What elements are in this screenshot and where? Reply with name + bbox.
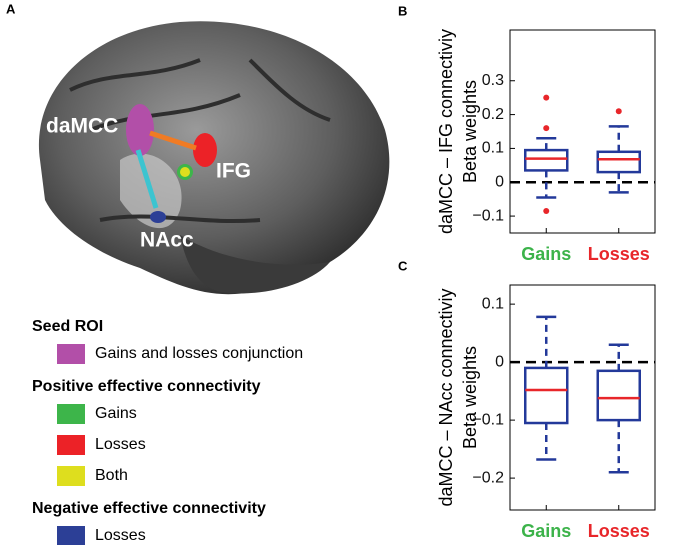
box bbox=[524, 148, 569, 172]
box bbox=[596, 369, 641, 422]
x-tick-label: Losses bbox=[588, 521, 650, 541]
outlier bbox=[543, 125, 550, 132]
y-tick-label: 0 bbox=[495, 353, 504, 370]
legend-heading: Negative effective connectivity bbox=[32, 500, 266, 517]
box bbox=[596, 150, 641, 174]
x-tick-label: Losses bbox=[588, 244, 650, 264]
x-tick-label: Gains bbox=[521, 521, 571, 541]
legend-label: Both bbox=[95, 467, 128, 484]
legend-swatch bbox=[57, 526, 85, 545]
y-tick-label: −0.1 bbox=[472, 207, 504, 224]
legend-swatch bbox=[57, 466, 85, 486]
panel-label: C bbox=[398, 258, 408, 273]
legend-swatch bbox=[57, 344, 85, 364]
y-tick-label: 0 bbox=[495, 173, 504, 190]
outlier bbox=[543, 94, 550, 101]
legend-label: Losses bbox=[95, 527, 146, 544]
x-tick-label: Gains bbox=[521, 244, 571, 264]
legend: Seed ROI Gains and losses conjunction Posi… bbox=[32, 318, 303, 545]
outlier bbox=[543, 208, 550, 215]
y-axis-label: daMCC – IFG connectiviy bbox=[436, 29, 456, 234]
legend-label: Gains bbox=[95, 405, 137, 422]
y-tick-label: 0.2 bbox=[482, 106, 504, 123]
y-tick-label: 0.1 bbox=[482, 295, 504, 312]
legend-swatch bbox=[57, 435, 85, 455]
box bbox=[524, 366, 569, 425]
y-axis-label: Beta weights bbox=[460, 346, 480, 449]
brain-image bbox=[38, 21, 390, 295]
y-tick-label: −0.2 bbox=[472, 469, 504, 486]
plot-frame bbox=[509, 284, 656, 511]
legend-heading: Seed ROI bbox=[32, 318, 103, 335]
legend-swatch bbox=[57, 404, 85, 424]
legend-label: Losses bbox=[95, 436, 146, 453]
panel-label: B bbox=[398, 3, 407, 18]
region-label: daMCC bbox=[46, 115, 118, 138]
y-tick-label: −0.1 bbox=[472, 411, 504, 428]
y-axis-label: daMCC – NAcc connectiviy bbox=[436, 288, 456, 506]
y-tick-label: 0.3 bbox=[482, 72, 504, 89]
plot-frame bbox=[509, 29, 656, 234]
region-label: IFG bbox=[216, 160, 251, 183]
y-axis-label: Beta weights bbox=[460, 80, 480, 183]
outlier bbox=[615, 108, 622, 115]
legend-heading: Positive effective connectivity bbox=[32, 378, 261, 395]
panel-label: A bbox=[6, 1, 16, 16]
y-tick-label: 0.1 bbox=[482, 140, 504, 157]
region-label: NAcc bbox=[140, 229, 194, 252]
legend-label: Gains and losses conjunction bbox=[95, 345, 303, 362]
